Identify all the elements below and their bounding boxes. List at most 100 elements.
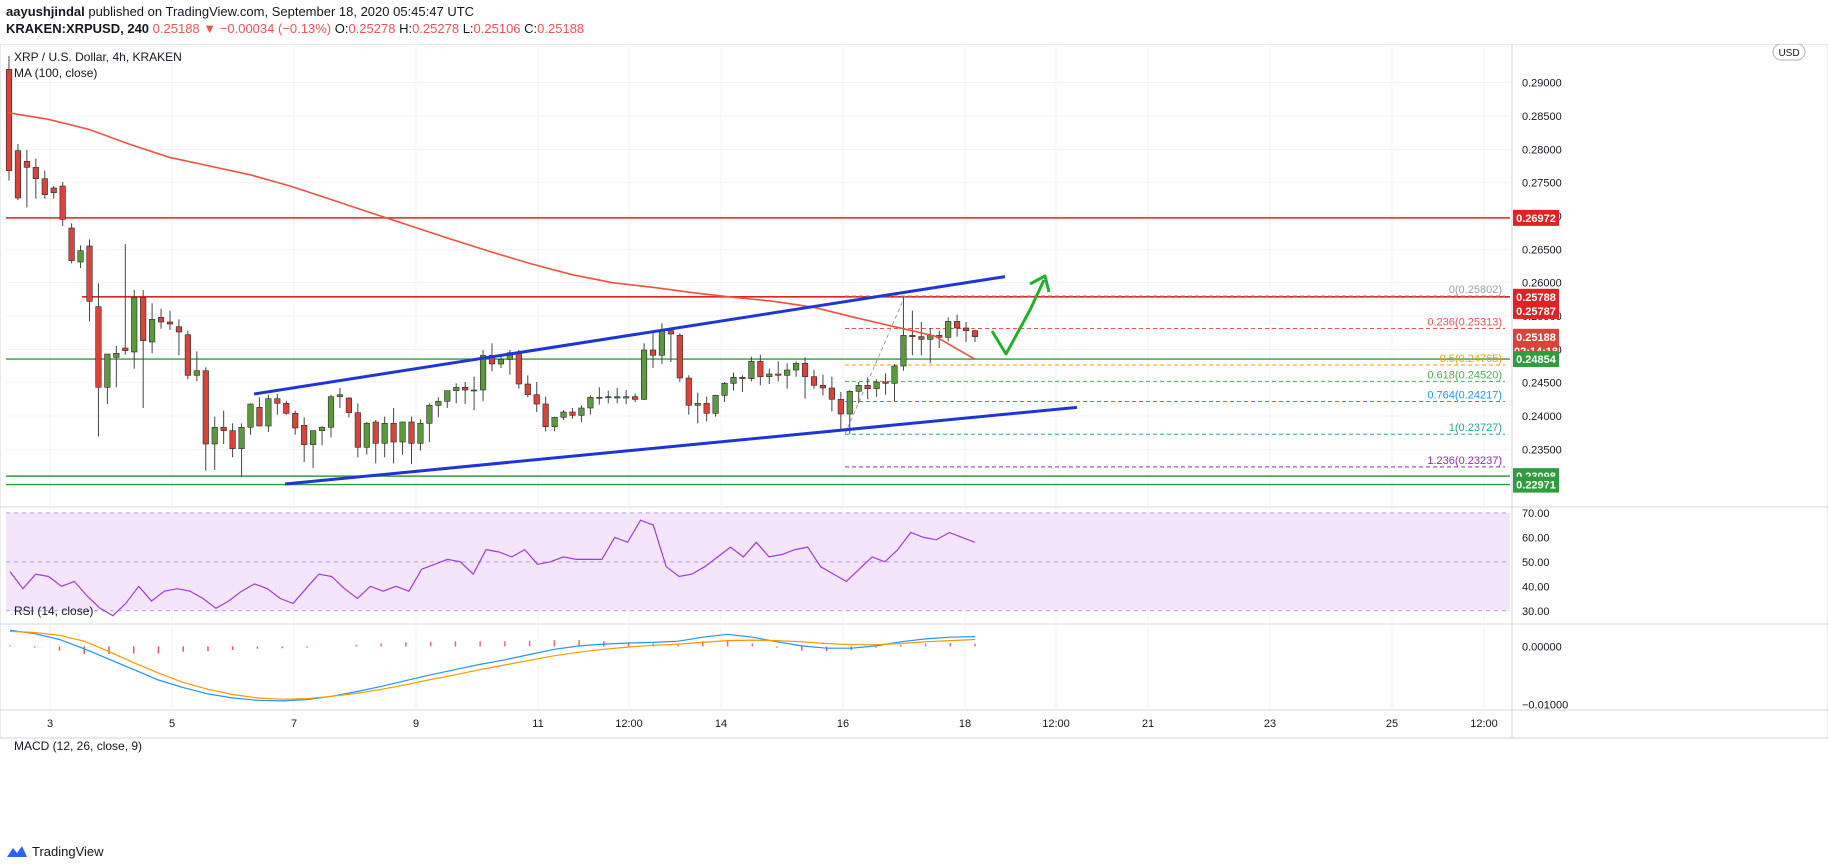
candle [220,410,227,444]
candle [685,375,692,415]
candle [274,394,281,415]
candle [327,394,335,438]
candle-body [793,363,800,371]
x-tick-label: 12:00 [1470,718,1498,730]
candle-body [730,377,737,384]
candle [882,373,889,395]
candle-body [462,387,469,391]
candle [41,170,48,199]
candle [149,303,156,354]
candle [828,376,835,412]
candle [193,351,200,382]
candle-body [95,306,102,388]
rsi-indicator-label: RSI (14, close) [14,604,93,618]
signal-line [9,630,976,700]
candle-body [50,187,57,193]
currency-badge[interactable]: USD [1772,44,1806,61]
candle-body [23,161,30,168]
published-text: published on TradingView.com, September … [88,4,475,19]
candle-body [202,370,209,445]
candle [390,408,397,464]
price-badge-label: 0.22971 [1516,480,1556,492]
open-value: 0.25278 [348,21,396,36]
candle-body [640,349,648,400]
price-badge-bg [1513,209,1559,226]
candle-body [381,423,388,444]
candle [444,390,451,408]
candle [596,387,603,405]
candle-body [435,401,442,406]
candle [900,296,907,371]
candle-body [954,321,961,329]
fib-level-label: 0.618(0.24520) [1427,369,1502,381]
axis-layer: 3 5 7 9 11 12:00 14 16 18 12:00 21 23 25 12:00 0.29000… [47,78,1568,730]
close-value: 0.25188 [537,21,585,36]
candle [971,330,979,342]
x-tick-label: 18 [959,718,971,730]
publish-info: aayushjindal published on TradingView.co… [6,4,474,19]
symbol-name: KRAKEN:XRPUSD, 240 [6,21,150,36]
candle-body [801,363,809,377]
candle [560,410,567,420]
price-badge-label: 0.25788 [1516,292,1556,304]
candle [471,376,478,410]
candle [632,393,639,402]
price-chart[interactable]: 0(0.25802) 0.236(0.25313) 0.5(0.24765) 0.61… [0,44,1828,838]
candle [301,417,308,462]
candle-body [676,335,683,379]
price-badge: 0.26972 [1513,209,1559,226]
candle [5,56,13,181]
candle [694,392,701,424]
candle-body [497,359,505,365]
candle [113,346,120,388]
price-badge-label: 0.26972 [1516,213,1556,225]
candle-body [864,385,871,389]
x-tick-label: 9 [413,718,419,730]
candle [945,317,952,342]
price-badge-bg [1513,476,1559,493]
candle-body [810,376,818,386]
open-label: O: [334,21,349,36]
high-value: 0.25278 [412,21,460,36]
candle-body [265,398,272,427]
candle [95,283,102,437]
price-tick-label: 0.28500 [1522,111,1562,123]
candle-body [837,399,844,415]
candle-body [694,403,701,406]
candle [283,400,290,415]
candle [846,390,853,434]
candle-body [372,421,379,444]
candle-body [784,369,791,376]
candle-body [140,297,147,341]
currency-label: USD [1778,48,1799,59]
candle [757,354,764,386]
rsi-tick-label: 30.00 [1522,606,1550,618]
candle-body [292,413,299,429]
candle-body [757,361,764,377]
candle-body [828,387,835,400]
price-change: ▼ −0.00034 (−0.13%) [203,21,332,36]
candle [837,392,844,429]
footer-brand[interactable]: TradingView [6,840,104,862]
candle [649,330,657,368]
green-arrow-icon [990,309,1032,356]
candle [310,430,317,468]
x-tick-label: 23 [1264,718,1276,730]
candle-body [739,377,746,379]
candle-body [819,385,827,389]
candle [408,416,415,464]
candle-body [721,383,728,396]
candle [819,374,827,396]
macd-tick-label: −0.01000 [1522,699,1568,711]
candle [569,408,576,419]
candle [417,419,424,451]
candle-body [846,391,853,415]
author-name[interactable]: aayushjindal [6,4,85,19]
macd-line [9,629,976,702]
candle-body [909,335,916,337]
candle [292,410,299,435]
candle [721,382,728,402]
candle [166,310,174,330]
candle-body [551,417,558,427]
chart-frame [0,44,1828,739]
